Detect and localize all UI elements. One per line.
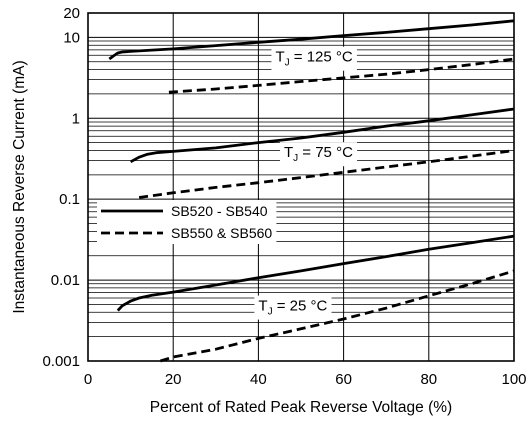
series-lines bbox=[108, 19, 515, 363]
temperature-annotation: TJ = 125 °C bbox=[271, 46, 357, 71]
annotation-background bbox=[254, 295, 332, 320]
series-line bbox=[159, 269, 515, 363]
x-tick-label: 100 bbox=[501, 371, 526, 388]
series-line bbox=[129, 107, 515, 164]
x-tick-label: 20 bbox=[165, 371, 182, 388]
legend: SB520 - SB540 SB550 & SB560 bbox=[97, 200, 277, 244]
y-tick-label: 1 bbox=[72, 110, 80, 127]
x-axis-label: Percent of Rated Peak Reverse Voltage (%… bbox=[150, 399, 452, 416]
legend-background bbox=[97, 200, 277, 244]
y-tick-label: 10 bbox=[63, 29, 80, 46]
series-line bbox=[108, 19, 515, 61]
series-line bbox=[116, 234, 515, 312]
y-tick-label: 20 bbox=[63, 5, 80, 22]
y-tick-label: 0.01 bbox=[51, 272, 80, 289]
series-line bbox=[168, 57, 515, 94]
annotation-background bbox=[271, 46, 357, 71]
x-tick-label: 60 bbox=[335, 371, 352, 388]
temperature-annotation: TJ = 25 °C bbox=[254, 295, 332, 320]
annotation-text: TJ = 75 °C bbox=[284, 144, 353, 164]
plot-frame bbox=[87, 12, 515, 362]
y-tick-label: 0.1 bbox=[59, 191, 80, 208]
x-tick-label: 0 bbox=[84, 371, 92, 388]
y-axis-label: Instantaneous Reverse Current (mA) bbox=[11, 60, 28, 313]
legend-label: SB550 & SB560 bbox=[171, 225, 272, 241]
tick-labels: 0 20 40 60 80 100 20 10 1 0.1 0.01 0.001 bbox=[42, 5, 526, 388]
x-tick-label: 40 bbox=[250, 371, 267, 388]
series-line bbox=[138, 149, 515, 199]
y-tick-label: 0.001 bbox=[42, 353, 80, 370]
legend-label: SB520 - SB540 bbox=[171, 203, 268, 219]
temperature-annotation: TJ = 75 °C bbox=[279, 142, 358, 167]
annotations: TJ = 125 °C TJ = 75 °C TJ = 25 °C bbox=[254, 46, 358, 320]
x-tick-label: 80 bbox=[420, 371, 437, 388]
annotation-text: TJ = 25 °C bbox=[258, 298, 327, 318]
annotation-text: TJ = 125 °C bbox=[275, 49, 352, 69]
annotation-background bbox=[279, 142, 358, 167]
